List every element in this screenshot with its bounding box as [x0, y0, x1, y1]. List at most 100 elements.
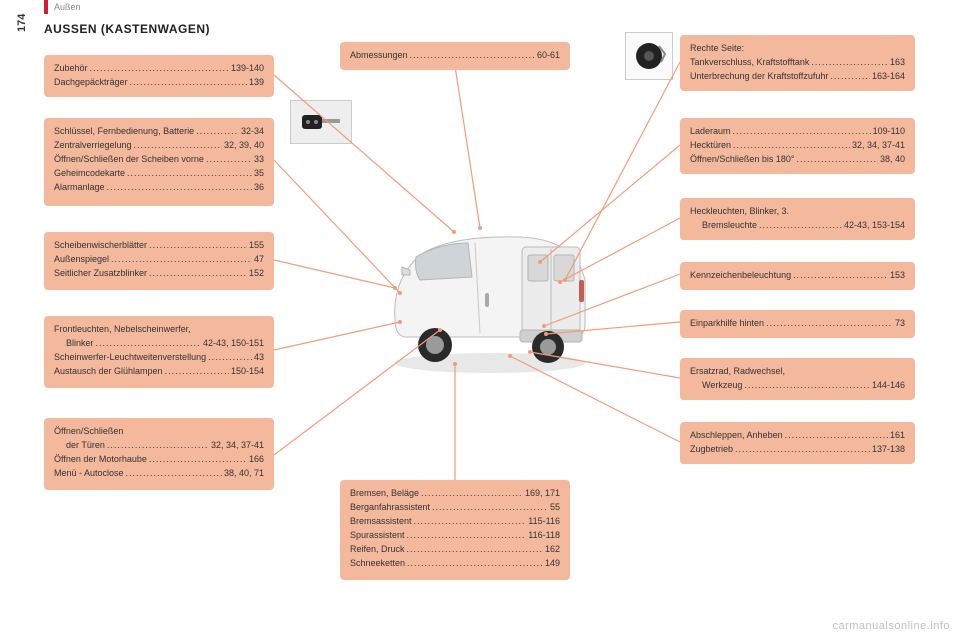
index-page: 32-34 [241, 125, 264, 139]
leader-dots [733, 125, 871, 139]
right-box-5: Ersatzrad, Radwechsel,Werkzeug144-146 [680, 358, 915, 400]
right-box-0: Rechte Seite:Tankverschluss, Kraftstofft… [680, 35, 915, 91]
index-row: Laderaum 109-110 [690, 125, 905, 139]
right-box-3: Kennzeichenbeleuchtung153 [680, 262, 915, 290]
index-page: 115-116 [528, 515, 560, 529]
index-page: 139 [249, 76, 264, 90]
index-label: Schneeketten [350, 557, 405, 571]
index-label: Spurassistent [350, 529, 405, 543]
index-label: Geheimcodekarte [54, 167, 125, 181]
index-label: Öffnen/Schließen der Scheiben vorne [54, 153, 204, 167]
index-label: Seitlicher Zusatzblinker [54, 267, 147, 281]
index-page: 43 [254, 351, 264, 365]
top-box: Abmessungen60-61 [340, 42, 570, 70]
index-row: Rechte Seite: [690, 42, 905, 56]
key-thumb [290, 100, 352, 144]
index-label: Zugbetrieb [690, 443, 733, 457]
index-label: Werkzeug [690, 379, 742, 393]
index-row: Austausch der Glühlampen 150-154 [54, 365, 264, 379]
leader-dots [414, 515, 527, 529]
leader-dots [126, 467, 222, 481]
index-row: Außenspiegel47 [54, 253, 264, 267]
index-row: Öffnen der Motorhaube166 [54, 453, 264, 467]
index-row: Frontleuchten, Nebelscheinwerfer, [54, 323, 264, 337]
index-label: Blinker [54, 337, 94, 351]
right-box-4: Einparkhilfe hinten73 [680, 310, 915, 338]
index-label: Unterbrechung der Kraftstoffzufuhr [690, 70, 828, 84]
index-page: 137-138 [872, 443, 905, 457]
index-row: Unterbrechung der Kraftstoffzufuhr 163-16… [690, 70, 905, 84]
right-box-1: Laderaum109-110Hecktüren32, 34, 37-41Öff… [680, 118, 915, 174]
index-row: Geheimcodekarte35 [54, 167, 264, 181]
index-page: 166 [249, 453, 264, 467]
index-row: Menü - Autoclose38, 40, 71 [54, 467, 264, 481]
index-label: Abschleppen, Anheben [690, 429, 783, 443]
leader-dots [107, 439, 209, 453]
index-row: Öffnen/Schließen [54, 425, 264, 439]
index-label: Austausch der Glühlampen [54, 365, 163, 379]
index-row: Bremsen, Beläge169, 171 [350, 487, 560, 501]
index-label: Scheibenwischerblätter [54, 239, 147, 253]
index-page: 38, 40, 71 [224, 467, 264, 481]
index-row: Bremsleuchte42-43, 153-154 [690, 219, 905, 233]
index-page: 150-154 [231, 365, 264, 379]
right-box-6: Abschleppen, Anheben 161 Zugbetrieb 137-138 [680, 422, 915, 464]
index-page: 144-146 [872, 379, 905, 393]
leader-dots [830, 70, 870, 84]
leader-dots [407, 543, 543, 557]
leader-dots [165, 365, 229, 379]
index-row: Dachgepäckträger139 [54, 76, 264, 90]
index-page: 55 [550, 501, 560, 515]
index-row: Einparkhilfe hinten73 [690, 317, 905, 331]
index-row: Scheibenwischerblätter 155 [54, 239, 264, 253]
leader-dots [107, 181, 252, 195]
leader-dots [407, 557, 543, 571]
left-box-3: Frontleuchten, Nebelscheinwerfer,Blinker… [44, 316, 274, 388]
index-page: 32, 39, 40 [224, 139, 264, 153]
index-page: 155 [249, 239, 264, 253]
vehicle-illustration [380, 225, 600, 375]
leader-dots [208, 351, 252, 365]
index-row: Reifen, Druck 162 [350, 543, 560, 557]
leader-dots [111, 253, 252, 267]
leader-dots [196, 125, 239, 139]
leader-dots [766, 317, 893, 331]
index-page: 47 [254, 253, 264, 267]
index-row: Spurassistent116-118 [350, 529, 560, 543]
index-label: Einparkhilfe hinten [690, 317, 764, 331]
index-page: 162 [545, 543, 560, 557]
index-row: Heckleuchten, Blinker, 3. [690, 205, 905, 219]
index-label: Alarmanlage [54, 181, 105, 195]
index-label: Laderaum [690, 125, 731, 139]
page-title: AUSSEN (KASTENWAGEN) [44, 22, 210, 36]
index-row: Schlüssel, Fernbedienung, Batterie 32-34 [54, 125, 264, 139]
leader-dots [96, 337, 201, 351]
leader-dots [421, 487, 523, 501]
section-label: Außen [54, 2, 81, 12]
index-row: Alarmanlage 36 [54, 181, 264, 195]
index-row: Abschleppen, Anheben 161 [690, 429, 905, 443]
leader-dots [149, 453, 247, 467]
index-row: der Türen32, 34, 37-41 [54, 439, 264, 453]
index-label: Bremsleuchte [690, 219, 757, 233]
leader-dots [127, 167, 252, 181]
leader-dots [432, 501, 548, 515]
index-page: 163 [890, 56, 905, 70]
index-label: Schlüssel, Fernbedienung, Batterie [54, 125, 194, 139]
index-page: 109-110 [873, 125, 905, 139]
index-page: 139-140 [231, 62, 264, 76]
index-page: 163-164 [872, 70, 905, 84]
index-label: Reifen, Druck [350, 543, 405, 557]
index-page: 161 [890, 429, 905, 443]
index-page: 36 [254, 181, 264, 195]
index-label: Frontleuchten, Nebelscheinwerfer, [54, 323, 191, 337]
index-row: Blinker 42-43, 150-151 [54, 337, 264, 351]
leader-dots [797, 153, 878, 167]
leader-dots [785, 429, 888, 443]
left-box-1: Schlüssel, Fernbedienung, Batterie32-34Z… [44, 118, 274, 206]
index-row: Seitlicher Zusatzblinker152 [54, 267, 264, 281]
leader-dots [90, 62, 229, 76]
index-label: Kennzeichenbeleuchtung [690, 269, 791, 283]
index-row: Zugbetrieb 137-138 [690, 443, 905, 457]
index-page: 42-43, 150-151 [203, 337, 264, 351]
